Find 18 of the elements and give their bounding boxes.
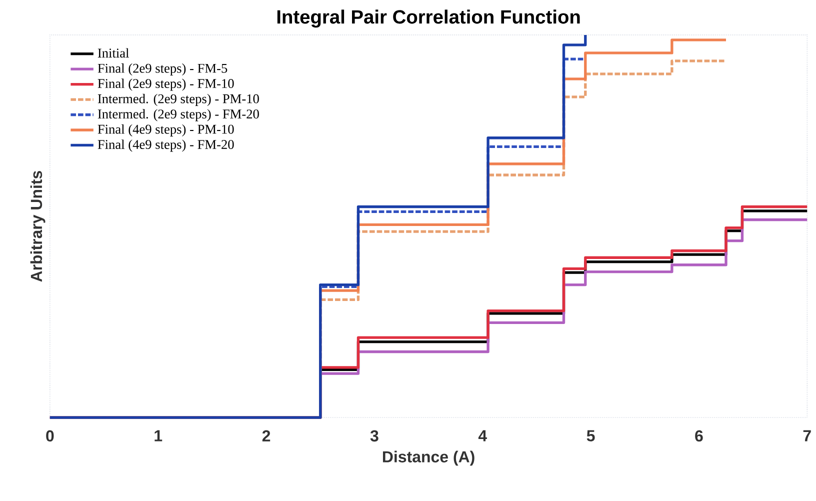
legend-label: Final (4e9 steps) - FM-20: [98, 139, 234, 152]
legend-label: Final (2e9 steps) - FM-10: [98, 78, 234, 91]
legend-label: Initial: [98, 48, 129, 58]
chart-title: Integral Pair Correlation Function: [277, 9, 580, 28]
legend-label: Intermed. (2e9 steps) - PM-10: [98, 94, 259, 106]
x-tick-label: 0: [46, 430, 54, 442]
x-tick-label: 1: [154, 430, 162, 442]
legend-label: Intermed. (2e9 steps) - FM-20: [98, 108, 259, 122]
x-tick-label: 7: [803, 430, 811, 442]
x-tick-label: 4: [478, 430, 487, 442]
legend-label: Final (4e9 steps) - PM-10: [98, 124, 234, 136]
x-tick-label: 3: [370, 430, 378, 442]
x-tick-label: 2: [262, 430, 270, 442]
y-axis-title: Arbitrary Units: [30, 170, 46, 282]
x-tick-label: 5: [586, 430, 595, 442]
legend-label: Final (2e9 steps) - FM-5: [98, 63, 228, 76]
x-axis-title: Distance (A): [382, 450, 474, 466]
x-tick-label: 6: [695, 430, 703, 442]
